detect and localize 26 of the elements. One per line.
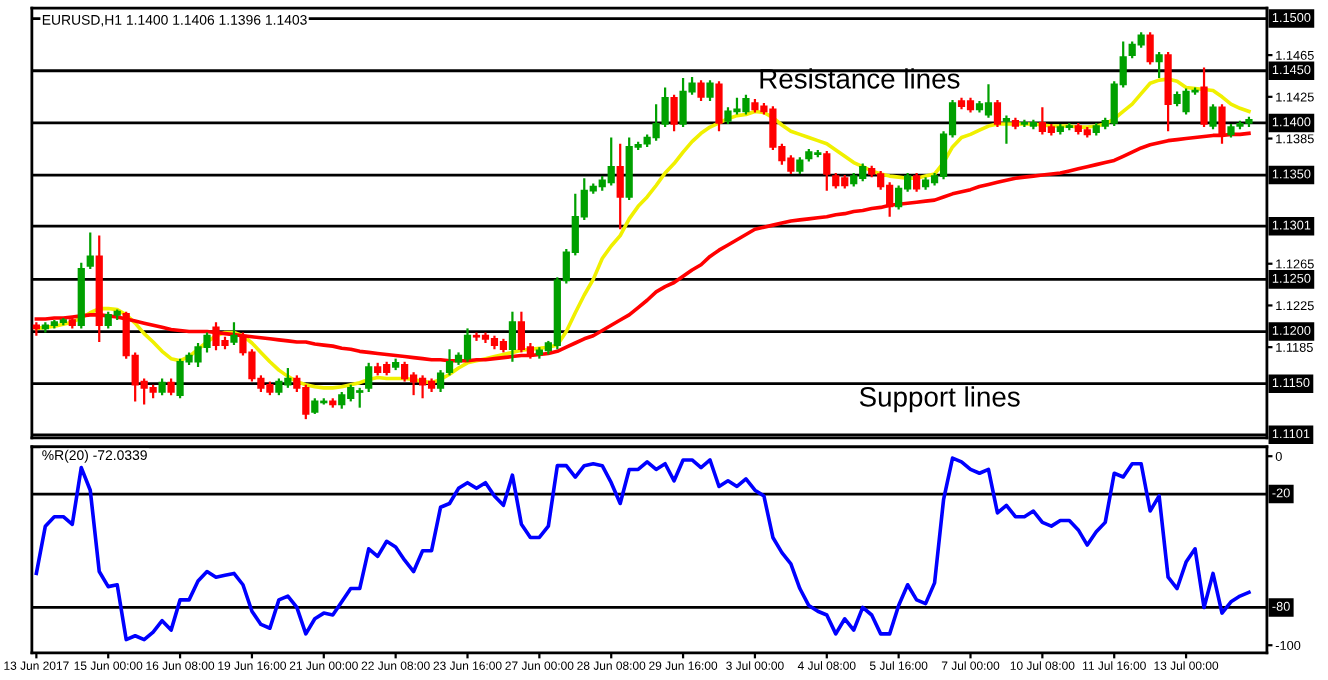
candlestick (823, 149, 831, 192)
candlestick (230, 321, 238, 347)
candlestick (365, 361, 373, 394)
candlestick (706, 79, 714, 103)
candlestick (1209, 103, 1217, 131)
candlestick (517, 310, 526, 354)
candlestick (463, 327, 472, 363)
candlestick (912, 171, 921, 193)
candlestick (984, 83, 993, 119)
candlestick (401, 360, 409, 383)
candlestick (86, 231, 94, 271)
candlestick (436, 369, 445, 394)
candlestick (1155, 50, 1163, 80)
candlestick (1002, 114, 1011, 145)
candlestick (616, 142, 624, 231)
candlestick (993, 98, 1002, 129)
candlestick (670, 93, 678, 133)
candlestick (607, 136, 615, 187)
annotation: Support lines (859, 386, 1020, 413)
candlestick (697, 79, 705, 103)
candlestick (508, 310, 517, 363)
candlestick (1200, 66, 1208, 129)
candlestick (715, 80, 723, 133)
candlestick (1146, 31, 1154, 66)
annotation: Resistance lines (760, 68, 960, 89)
candlestick (418, 374, 427, 400)
